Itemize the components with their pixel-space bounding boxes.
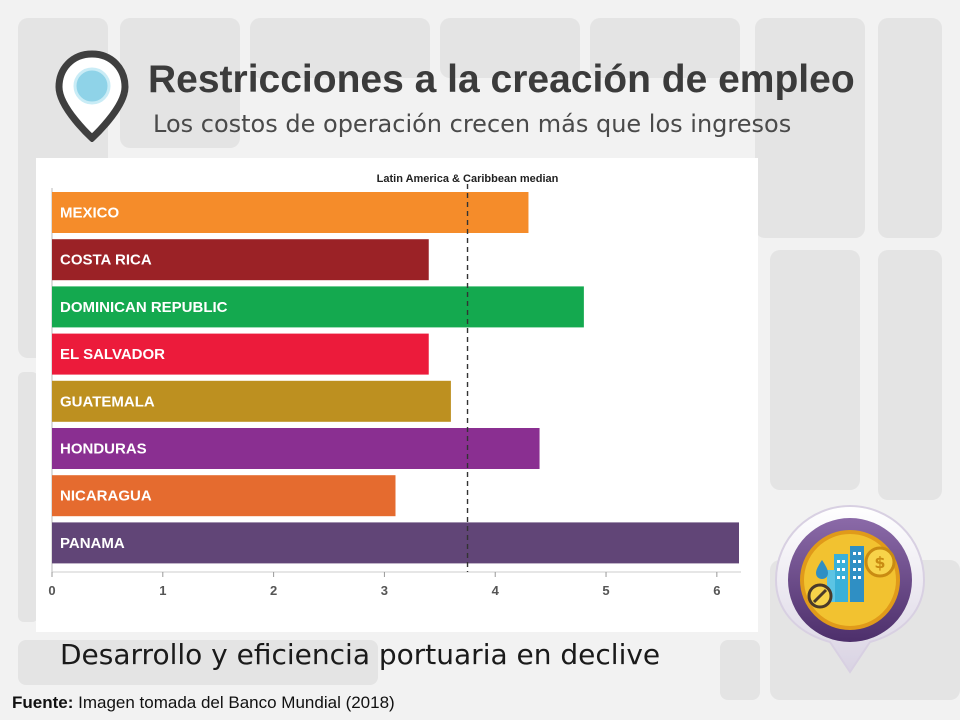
bar-dominican-republic bbox=[52, 286, 584, 328]
bar-el-salvador bbox=[52, 333, 429, 375]
x-tick-label: 3 bbox=[381, 583, 388, 598]
bar-label: PANAMA bbox=[60, 535, 125, 552]
bar-panama bbox=[52, 522, 739, 564]
bar-label: COSTA RICA bbox=[60, 252, 152, 269]
chart-panel: MEXICO COSTA RICA DOMINICAN REPUBLIC EL SAL… bbox=[36, 158, 758, 632]
bottom-caption: Desarrollo y eficiencia portuaria en dec… bbox=[60, 638, 661, 671]
reference-line-label: Latin America & Caribbean median bbox=[377, 173, 559, 185]
bar-nicaragua bbox=[52, 475, 396, 517]
bar-costa-rica bbox=[52, 239, 429, 281]
bar-label: GUATEMALA bbox=[60, 393, 155, 410]
source-label: Fuente: bbox=[12, 693, 74, 712]
page-subtitle: Los costos de operación crecen más que l… bbox=[153, 110, 792, 138]
svg-text:$: $ bbox=[874, 553, 885, 572]
bar-label: HONDURAS bbox=[60, 441, 147, 458]
location-pin-icon bbox=[55, 50, 129, 142]
page-title: Restricciones a la creación de empleo bbox=[148, 58, 855, 101]
x-tick-label: 6 bbox=[713, 583, 720, 598]
source-note: Fuente: Imagen tomada del Banco Mundial … bbox=[12, 693, 395, 713]
source-text: Imagen tomada del Banco Mundial (2018) bbox=[78, 693, 395, 712]
bar-honduras bbox=[52, 428, 540, 469]
bar-chart: MEXICO COSTA RICA DOMINICAN REPUBLIC EL SAL… bbox=[48, 173, 741, 598]
bar-label: NICARAGUA bbox=[60, 488, 152, 505]
x-tick-label: 1 bbox=[159, 583, 166, 598]
bar-label: DOMINICAN REPUBLIC bbox=[60, 299, 228, 316]
x-tick-label: 0 bbox=[48, 583, 55, 598]
x-tick-label: 5 bbox=[602, 583, 609, 598]
bar-label: MEXICO bbox=[60, 205, 120, 222]
x-tick-label: 4 bbox=[492, 583, 500, 598]
bar-label: EL SALVADOR bbox=[60, 346, 165, 363]
bar-guatemala bbox=[52, 380, 451, 422]
bar-mexico bbox=[52, 192, 529, 233]
x-tick-label: 2 bbox=[270, 583, 277, 598]
city-finance-badge-icon: $ bbox=[774, 504, 926, 674]
